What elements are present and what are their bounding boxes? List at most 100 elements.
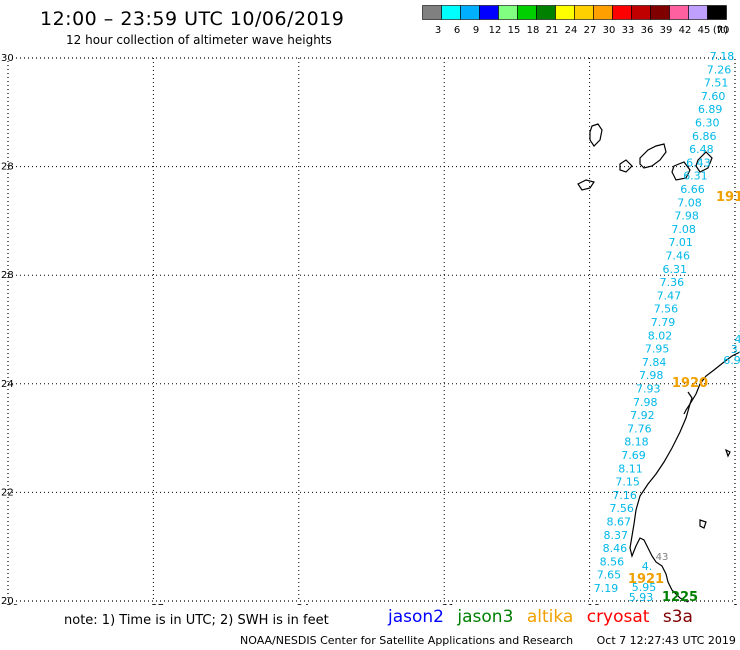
swh-value: 6.66 <box>680 183 705 196</box>
legend-altika: altika <box>526 607 574 627</box>
swh-value: 7.18 <box>710 50 735 63</box>
lat-tick-label: 24 <box>1 379 14 390</box>
swh-value: 7.65 <box>597 569 622 582</box>
island-tenerife <box>639 143 667 169</box>
legend-cryosat: cryosat <box>586 607 650 627</box>
swh-value-gray: 43 <box>656 552 669 563</box>
swh-value: 7.19 <box>594 582 619 595</box>
swh-value: 7.60 <box>701 90 726 103</box>
lon-tick-label: −18 <box>579 603 600 605</box>
swh-value: 8.11 <box>618 462 643 475</box>
swh-value-south: 5.93 <box>629 591 654 604</box>
map-frame <box>7 57 736 602</box>
colorbar-label: 9 <box>473 25 479 36</box>
graticule: −30 −27 −24 −21 −18 −15 30 28 28 24 22 20 <box>0 53 740 605</box>
lat-tick-label: 28 <box>1 270 14 281</box>
swh-value: 7.56 <box>654 303 679 316</box>
swh-value-edge: 6.9 <box>723 354 740 367</box>
island-el-hierro <box>577 179 595 191</box>
colorbar-label: 24 <box>565 25 578 36</box>
lon-tick-label: −30 <box>0 603 19 605</box>
coastlines <box>577 123 740 603</box>
colorbar-label: 36 <box>641 25 654 36</box>
swh-value: 7.95 <box>645 343 670 356</box>
colorbar-label: 39 <box>660 25 673 36</box>
swh-value: 7.51 <box>704 77 729 90</box>
coastline-africa <box>629 351 740 603</box>
island-tidra <box>699 519 707 529</box>
colorbar-unit: (ft) <box>713 25 728 36</box>
lat-tick-label: 28 <box>1 162 14 173</box>
swh-value: 7.01 <box>668 236 693 249</box>
colorbar-label: 3 <box>435 25 441 36</box>
swh-value: 7.92 <box>630 409 655 422</box>
pass-time-label: 1920 <box>672 376 708 391</box>
colorbar-label: 6 <box>454 25 460 36</box>
swh-value: 7.79 <box>651 316 676 329</box>
page-title: 12:00 – 23:59 UTC 10/06/2019 <box>40 8 345 30</box>
swh-value: 7.84 <box>642 356 667 369</box>
swh-value: 7.08 <box>677 196 702 209</box>
colorbar-label: 21 <box>546 25 559 36</box>
island-fuerteventura <box>695 151 713 173</box>
lat-tick-label: 20 <box>1 596 14 605</box>
swh-value: 8.46 <box>603 542 628 555</box>
swh-value: 6.48 <box>689 143 714 156</box>
page-subtitle: 12 hour collection of altimeter wave hei… <box>66 33 332 47</box>
swh-value: 8.02 <box>648 329 673 342</box>
swh-value-south: 5.95 <box>632 581 657 594</box>
swh-value: 8.18 <box>624 436 649 449</box>
swh-value: 7.98 <box>633 396 658 409</box>
coastline-cape-blanc <box>683 391 693 415</box>
pass-time-label: 1225 <box>662 590 698 605</box>
swh-value: 6.43 <box>686 156 711 169</box>
credit-line: NOAA/NESDIS Center for Satellite Applica… <box>240 634 736 647</box>
colorbar-swatch <box>707 5 727 20</box>
swh-value: 7.46 <box>666 250 691 263</box>
credit-org: NOAA/NESDIS Center for Satellite Applica… <box>240 634 574 647</box>
pass-time-label: 1921 <box>628 572 664 587</box>
colorbar-label: 70 <box>717 25 730 36</box>
swh-value-edge: 4 <box>735 333 740 346</box>
swh-value: 7.98 <box>674 210 699 223</box>
lat-tick-label: 30 <box>1 53 14 64</box>
swh-value: 6.86 <box>692 130 717 143</box>
pass-time-label: 1919 <box>716 190 740 205</box>
colorbar-label: 12 <box>489 25 502 36</box>
swh-value: 8.56 <box>600 555 625 568</box>
swh-value: 7.98 <box>639 369 664 382</box>
colorbar-label: 42 <box>679 25 692 36</box>
swh-value: 7.69 <box>621 449 646 462</box>
wave-height-map: −30−27−24−21−18−15302828242220 7.187.267… <box>0 50 740 605</box>
island-la-gomera <box>619 159 633 173</box>
swh-value-edge: 3 <box>739 322 740 335</box>
swh-value: 7.93 <box>636 383 661 396</box>
swh-value: 7.08 <box>671 223 696 236</box>
swh-value: 8.67 <box>607 516 632 529</box>
colorbar-label: 18 <box>527 25 540 36</box>
swh-value: 8.37 <box>604 529 629 542</box>
swh-value: 7.76 <box>627 422 652 435</box>
swh-value: 7.15 <box>615 476 640 489</box>
swh-value: 6.30 <box>695 117 720 130</box>
color-scale-legend: 3 6 9 12 15 18 21 24 27 30 33 36 39 42 45 70(ft) <box>422 5 730 36</box>
swh-value: 7.47 <box>657 289 682 302</box>
colorbar-label: 30 <box>603 25 616 36</box>
lon-tick-label: −27 <box>143 603 164 605</box>
colorbar-label: 15 <box>508 25 521 36</box>
lon-tick-label: −24 <box>288 603 309 605</box>
altimeter-tracks: 7.187.267.517.606.896.306.866.486.436.31… <box>594 50 740 605</box>
lon-tick-label: −15 <box>724 603 740 605</box>
swh-value: 7.26 <box>707 63 732 76</box>
legend-s3a: s3a <box>662 607 693 627</box>
swh-value-south: 4. <box>642 560 653 573</box>
lat-tick-label: 22 <box>1 487 14 498</box>
swh-value-edge: 3. <box>731 343 740 356</box>
colorbar-label: 45 <box>698 25 711 36</box>
swh-value: 7.36 <box>660 276 685 289</box>
swh-value: 7.56 <box>609 502 634 515</box>
footer-note: note: 1) Time is in UTC; 2) SWH is in fe… <box>64 613 329 628</box>
colorbar-label: 27 <box>584 25 597 36</box>
legend-jason2: jason2 <box>388 607 444 627</box>
swh-value: 7.16 <box>612 489 637 502</box>
